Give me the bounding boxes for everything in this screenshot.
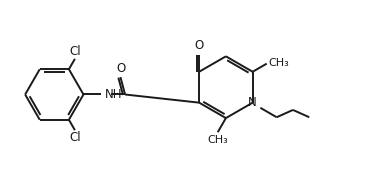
Text: Cl: Cl (69, 45, 81, 58)
Text: O: O (116, 62, 126, 74)
Text: CH₃: CH₃ (269, 58, 289, 68)
Text: Cl: Cl (69, 131, 81, 144)
Text: NH: NH (105, 88, 122, 101)
Text: CH₃: CH₃ (207, 135, 228, 145)
Text: N: N (248, 96, 257, 109)
Text: O: O (194, 39, 204, 52)
